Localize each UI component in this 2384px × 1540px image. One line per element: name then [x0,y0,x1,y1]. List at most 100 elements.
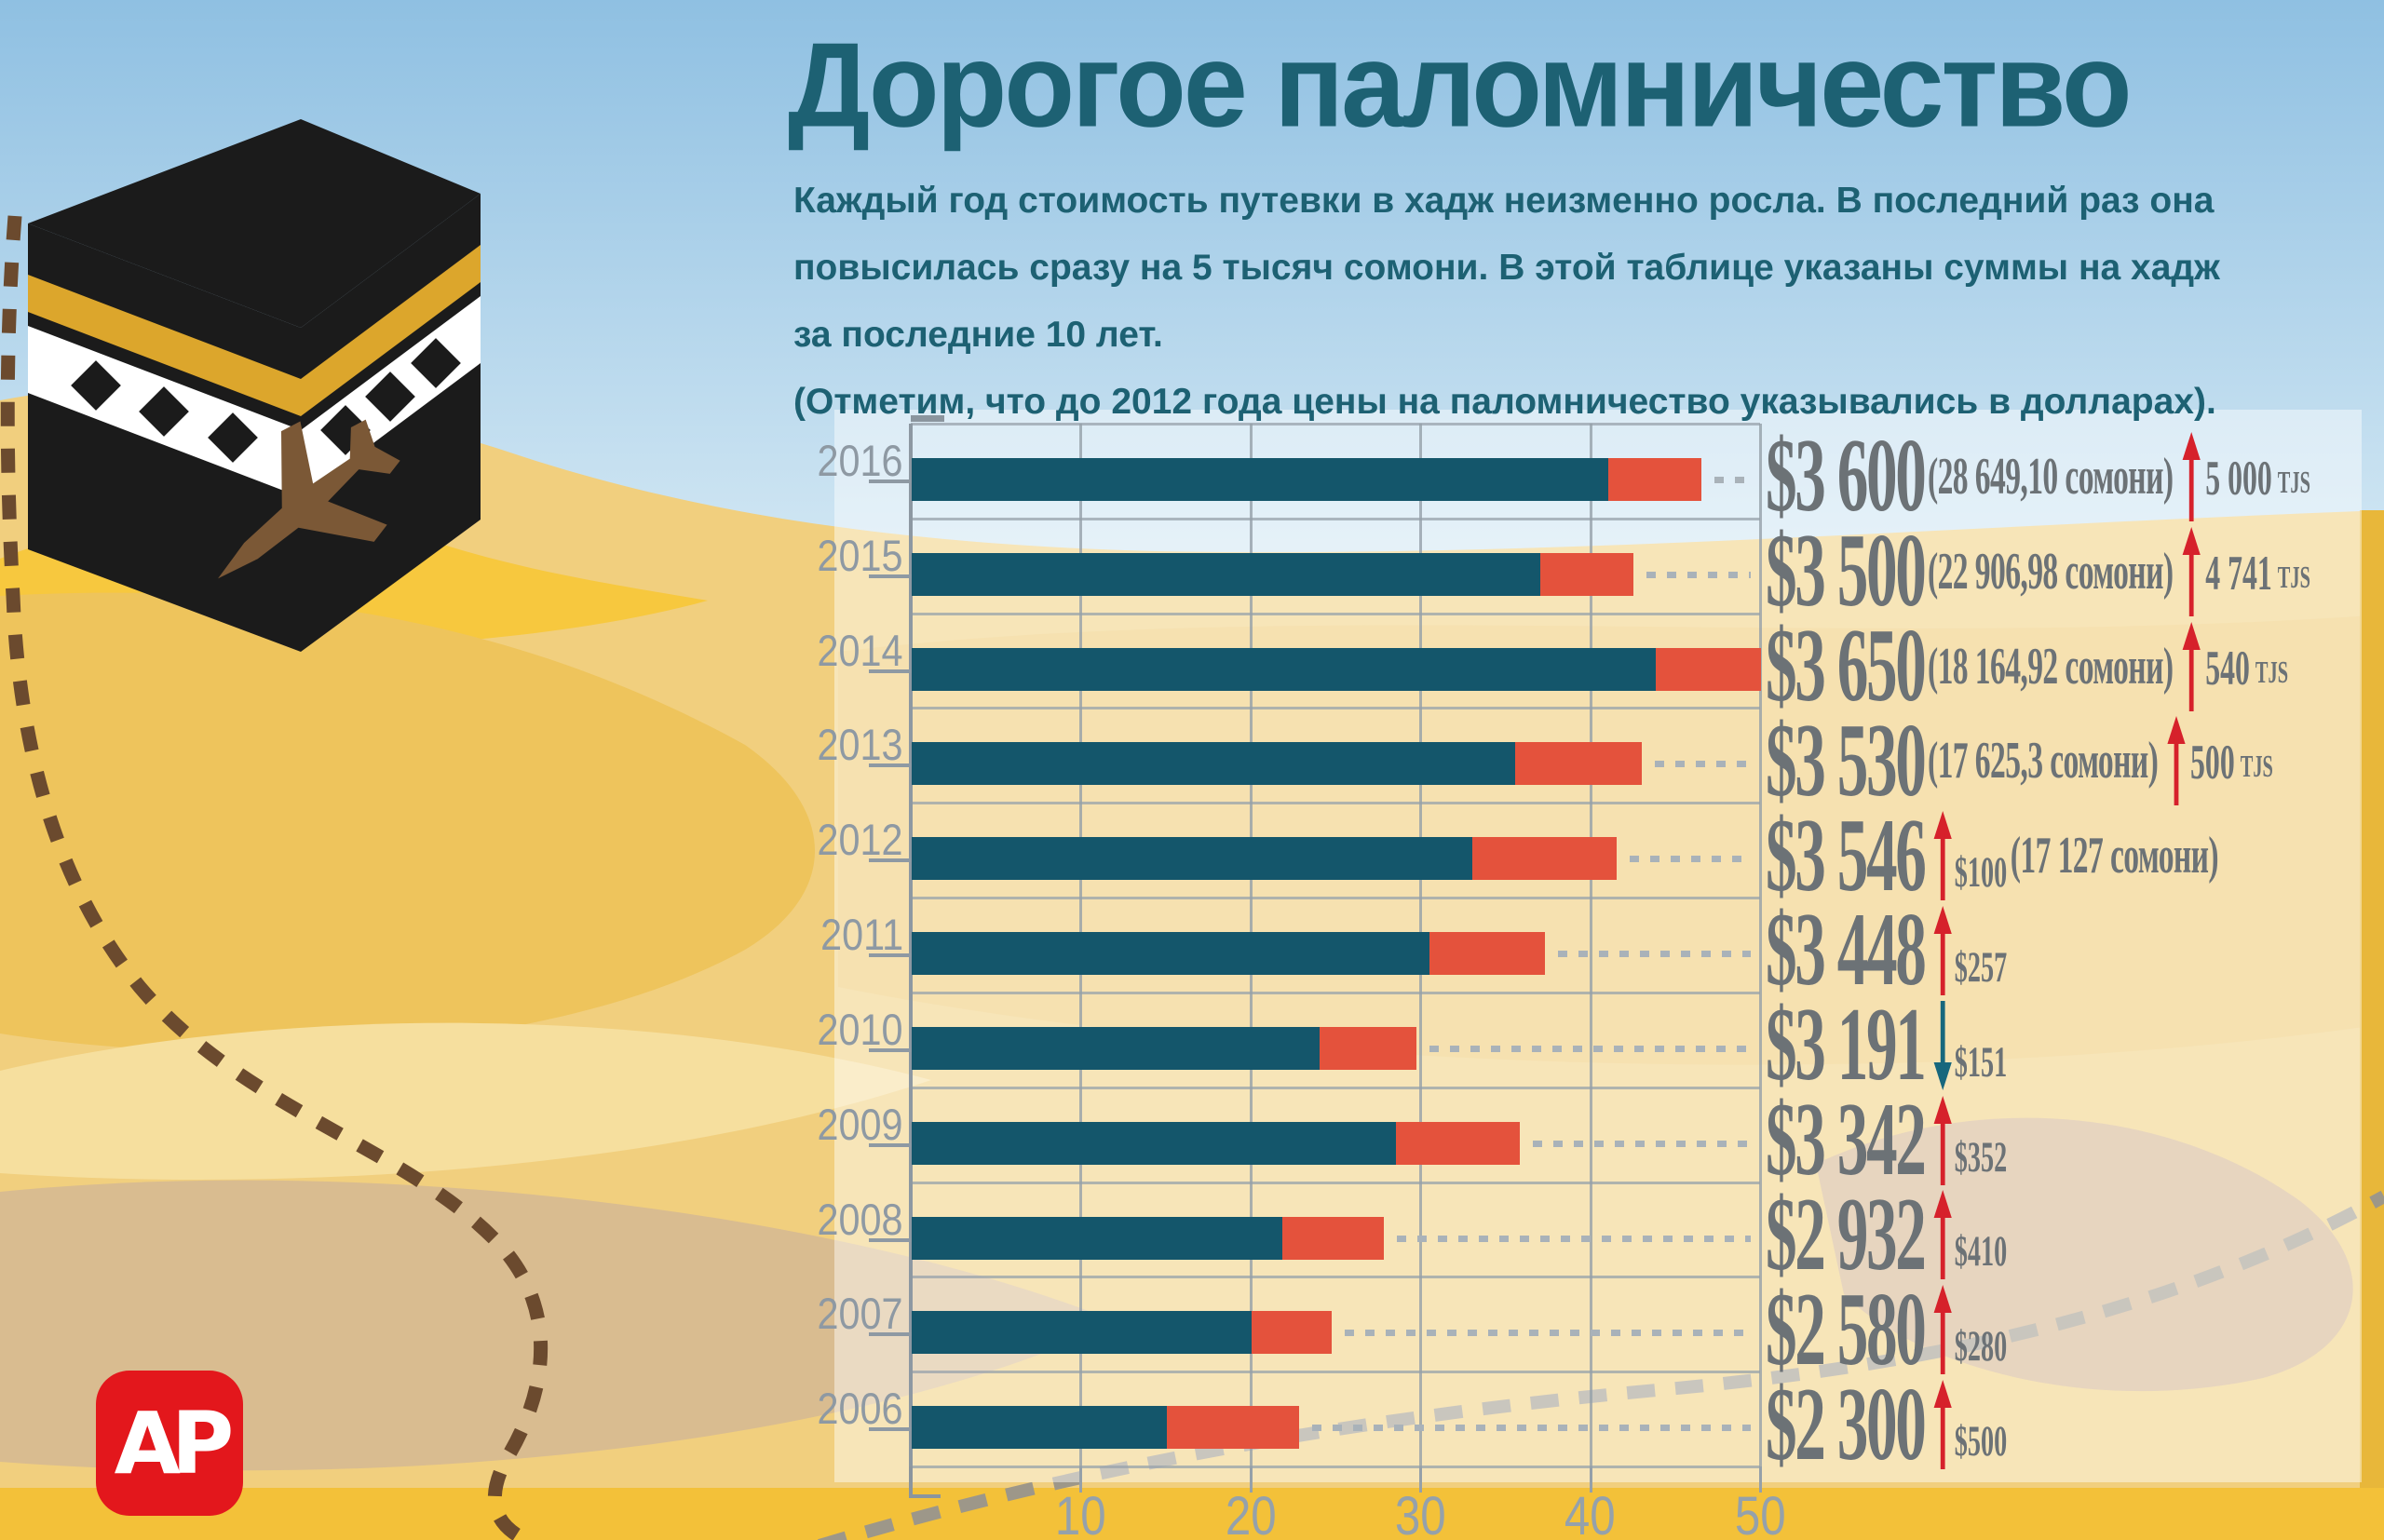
x-tick-label: 30 [1355,1485,1485,1540]
year-label-2015: 2015 [736,530,903,581]
bar-2014-increase [1655,647,1761,691]
year-value: 2014 [817,625,903,675]
price-value: $2 300 [1766,1366,1927,1482]
somoni-value: (22 906,98 сомони) [1928,542,2174,601]
price-value: $3 500 [1766,513,1927,629]
bar-2009-increase [1395,1121,1520,1165]
price-value: $3 600 [1766,418,1927,534]
price-value: $2 932 [1766,1176,1927,1292]
route-dashed-brown [0,215,549,1540]
leader-dots-2008 [1397,1235,1751,1242]
currency-unit: TJS [2255,655,2289,690]
chart-row-gridline [911,1371,1760,1374]
kaaba-illustration [28,119,481,652]
chart-row-gridline [911,897,1760,900]
x-tick-label: 20 [1185,1485,1316,1540]
bar-2015-increase [1539,552,1634,596]
price-row-2008: $2 932 $410 [1766,1177,2008,1292]
up-arrow-icon [1933,811,1952,901]
price-value: $2 580 [1766,1271,1927,1387]
currency-unit: TJS [2277,560,2310,595]
bar-2015-base [912,552,1540,596]
bar-2009-base [912,1121,1396,1165]
currency-unit: TJS [2277,465,2310,500]
year-underline [869,1142,912,1147]
change-value: $352 [1954,1132,2008,1182]
year-label-2016: 2016 [736,435,903,486]
year-value: 2009 [817,1099,903,1149]
leader-dots-2016 [1714,477,1751,483]
change-value: $257 [1954,942,2008,992]
leader-dots-2007 [1344,1330,1751,1337]
price-row-2012: $3 546 $100 (17 127 сомони) [1766,798,2219,913]
bar-2007-base [912,1311,1252,1355]
up-arrow-icon [1933,1095,1952,1185]
leader-dots-2011 [1558,951,1751,958]
airplane-icon [218,419,400,579]
change-value: $410 [1954,1227,2008,1277]
year-value: 2015 [817,530,903,580]
year-value: 2012 [817,815,903,865]
price-value: $3 342 [1766,1082,1927,1198]
price-row-2006: $2 300 $500 [1766,1367,2008,1482]
price-row-2011: $3 448 $257 [1766,892,2008,1007]
x-axis-tick [1589,1466,1592,1493]
leader-dots-2006 [1311,1425,1751,1432]
bar-2013-base [912,742,1515,786]
leader-dots-2009 [1532,1140,1751,1147]
price-value: $3 546 [1766,797,1927,913]
bar-2007-increase [1251,1311,1332,1355]
change-value: 4 741 [2205,546,2272,601]
bar-2011-increase [1429,932,1546,976]
down-arrow-icon [1933,1000,1952,1090]
year-underline [869,574,912,578]
chart-row-gridline [911,991,1760,994]
x-tick-label: 10 [1015,1485,1145,1540]
somoni-value: (17 625,3 сомони) [1928,732,2159,790]
change-value: 5 000 [2205,451,2272,506]
price-value: $3 530 [1766,702,1927,818]
bar-2010-increase [1319,1026,1416,1070]
currency-unit: TJS [2240,750,2273,785]
year-label-2008: 2008 [736,1194,903,1245]
x-tick-label: 40 [1525,1485,1656,1540]
x-tick-value: 20 [1225,1486,1277,1540]
year-underline [869,1427,912,1432]
chart-row-gridline [911,423,1760,426]
x-axis-tick [1759,1466,1762,1493]
x-axis-tick [1079,1466,1083,1493]
change-value: 500 [2190,736,2235,790]
x-tick-value: 30 [1394,1486,1446,1540]
up-arrow-icon [2182,526,2201,616]
year-label-2014: 2014 [736,625,903,676]
year-value: 2007 [817,1289,903,1339]
price-row-2014: $3 650 (18 164,92 сомони) 540 TJS [1766,608,2289,723]
x-tick-value: 40 [1564,1486,1617,1540]
year-label-2011: 2011 [736,909,903,960]
intro-line: (Отметим, что до 2012 года цены на палом… [793,382,2216,422]
change-value: $500 [1954,1417,2008,1466]
change-value: 540 [2205,641,2250,696]
bar-2011-base [912,932,1430,976]
intro-line: за последние 10 лет. [793,315,1163,355]
up-arrow-icon [1933,1190,1952,1280]
year-value: 2008 [817,1194,903,1244]
x-tick-value: 50 [1734,1486,1786,1540]
price-row-2013: $3 530 (17 625,3 сомони) 500 TJS [1766,703,2273,818]
price-value: $3 191 [1766,987,1927,1103]
bar-2012-base [912,837,1472,881]
year-underline [869,669,912,673]
year-underline [869,953,912,958]
chart-row-gridline [911,1181,1760,1184]
somoni-value: (28 649,10 сомони) [1928,447,2174,506]
chart-row-gridline [911,1276,1760,1279]
chart-row-gridline [911,612,1760,615]
intro-paragraph: Каждый год стоимость путевки в хадж неиз… [793,168,2339,436]
change-value: $280 [1954,1322,2008,1371]
up-arrow-icon [1933,905,1952,995]
year-underline [869,858,912,863]
bar-2010-base [912,1026,1320,1070]
year-value: 2010 [817,1004,903,1054]
year-label-2007: 2007 [736,1288,903,1339]
